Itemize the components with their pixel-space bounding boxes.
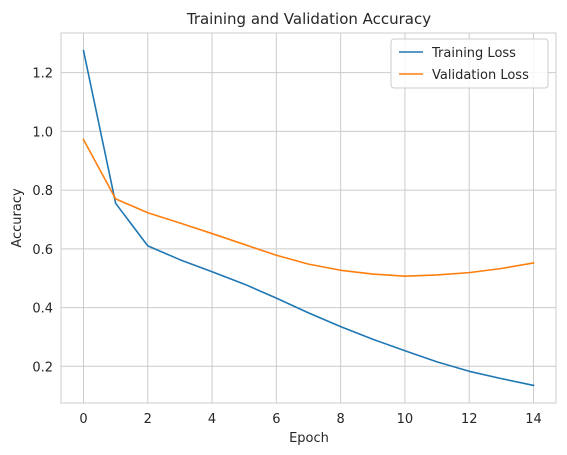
x-tick-label: 2 (144, 412, 152, 427)
x-tick-label: 14 (525, 412, 542, 427)
series-layer (82, 49, 535, 387)
x-tick-label: 10 (397, 412, 414, 427)
validation-loss-line (82, 138, 535, 277)
legend: Training Loss Validation Loss (390, 38, 549, 89)
legend-label-training-loss: Training Loss (431, 46, 516, 61)
chart-title: Training and Validation Accuracy (186, 10, 431, 28)
y-tick-label: 0.8 (32, 184, 53, 199)
plot-frame (60, 32, 557, 404)
x-axis-label: Epoch (289, 431, 329, 446)
legend-box (390, 38, 549, 89)
training-loss-line (82, 49, 535, 387)
y-tick-label: 0.6 (32, 243, 53, 258)
x-tick-label: 4 (208, 412, 216, 427)
x-tick-label: 12 (461, 412, 478, 427)
tick-labels: 0 2 4 6 8 10 12 14 0.2 0.4 0.6 0.8 1.0 1.2 (32, 67, 541, 427)
y-tick-label: 0.4 (32, 302, 53, 317)
y-tick-label: 0.2 (32, 360, 53, 375)
x-tick-label: 6 (272, 412, 280, 427)
y-tick-label: 1.2 (32, 67, 53, 82)
y-tick-label: 1.0 (32, 125, 53, 140)
x-tick-label: 0 (79, 412, 87, 427)
y-axis-label: Accuracy (10, 188, 25, 248)
legend-label-validation-loss: Validation Loss (432, 68, 529, 83)
x-tick-label: 8 (337, 412, 345, 427)
